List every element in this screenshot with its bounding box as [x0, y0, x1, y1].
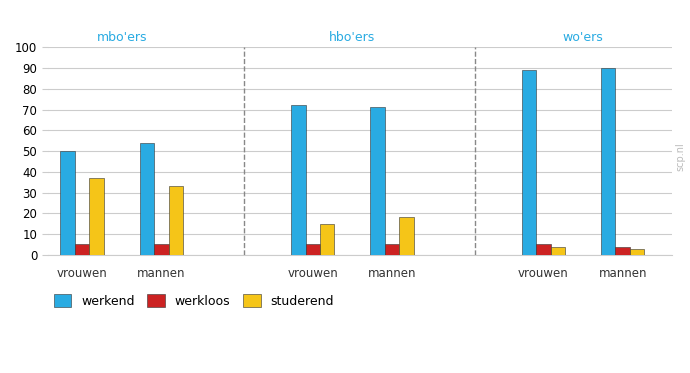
Bar: [168, 186, 183, 255]
Text: hbo'ers: hbo'ers: [329, 31, 375, 44]
Bar: [154, 244, 168, 255]
Bar: [291, 105, 306, 255]
Bar: [75, 244, 89, 255]
Bar: [536, 244, 551, 255]
Bar: [306, 244, 320, 255]
Text: mbo'ers: mbo'ers: [97, 31, 147, 44]
Bar: [551, 247, 565, 255]
Bar: [615, 247, 630, 255]
Bar: [140, 143, 154, 255]
Text: wo'ers: wo'ers: [562, 31, 604, 44]
Bar: [601, 68, 615, 255]
Bar: [371, 107, 385, 255]
Bar: [522, 70, 536, 255]
Bar: [630, 249, 644, 255]
Text: scp.nl: scp.nl: [676, 142, 685, 171]
Bar: [61, 151, 75, 255]
Bar: [400, 217, 414, 255]
Bar: [320, 224, 335, 255]
Legend: werkend, werkloos, studerend: werkend, werkloos, studerend: [54, 294, 334, 308]
Bar: [89, 178, 104, 255]
Bar: [385, 244, 400, 255]
